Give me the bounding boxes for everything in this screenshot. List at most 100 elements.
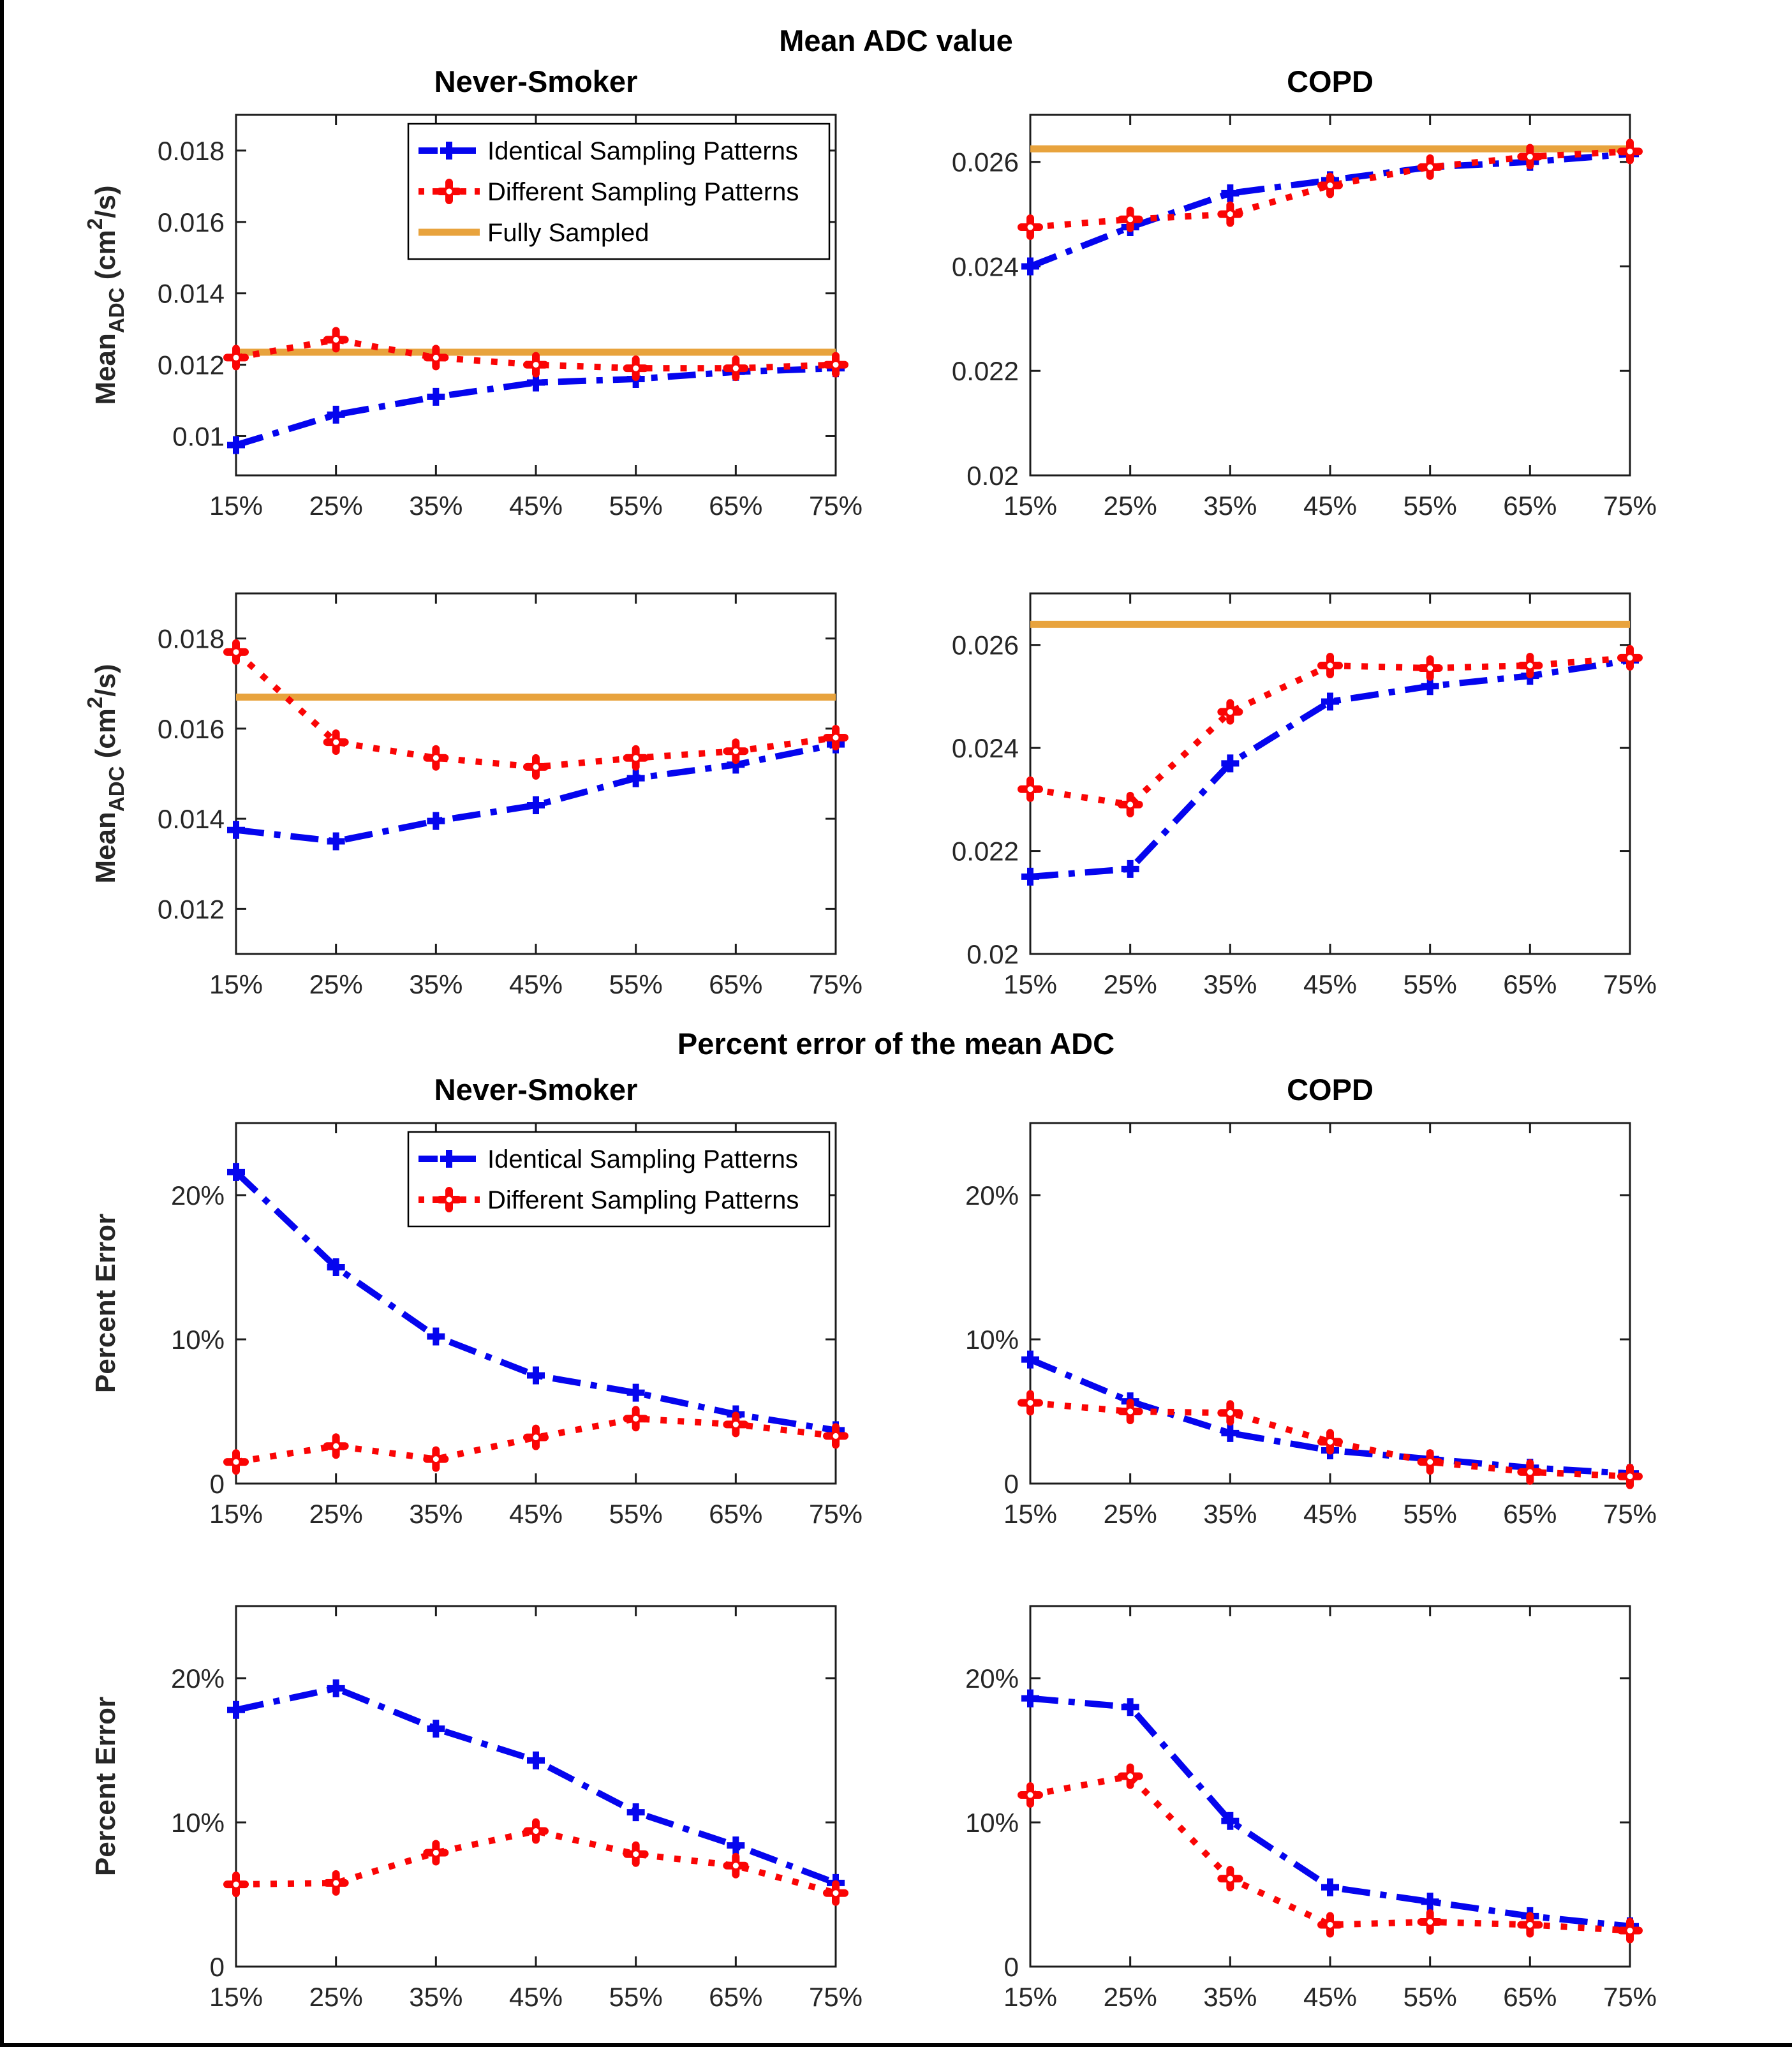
svg-text:25%: 25% [1104,1499,1157,1529]
svg-text:20%: 20% [965,1180,1019,1210]
svg-text:15%: 15% [1003,1499,1057,1529]
svg-text:55%: 55% [609,969,663,999]
svg-text:45%: 45% [1303,1982,1357,2012]
svg-text:Percent Error: Percent Error [90,1214,121,1393]
svg-text:0.026: 0.026 [952,147,1019,177]
svg-text:0: 0 [1004,1952,1019,1982]
svg-text:Fully Sampled: Fully Sampled [487,219,649,247]
svg-text:COPD: COPD [1287,1073,1374,1106]
svg-text:0.024: 0.024 [952,251,1019,281]
svg-text:65%: 65% [1503,491,1557,521]
svg-text:65%: 65% [709,1499,762,1529]
svg-text:0.012: 0.012 [158,894,225,924]
svg-text:25%: 25% [309,969,363,999]
svg-text:75%: 75% [809,969,863,999]
svg-text:45%: 45% [509,969,563,999]
svg-text:0.016: 0.016 [158,714,225,744]
svg-text:15%: 15% [1003,1982,1057,2012]
chart-mean-adc-copd-b: 15% 25% 35% 45% 55% 65% 75% 0.02 0.022 0.024 0.026 [952,592,1657,999]
svg-text:45%: 45% [509,491,563,521]
svg-text:Identical Sampling Patterns: Identical Sampling Patterns [487,1145,798,1173]
svg-text:35%: 35% [409,491,463,521]
svg-text:25%: 25% [309,1982,363,2012]
svg-text:10%: 10% [965,1325,1019,1355]
svg-text:20%: 20% [171,1180,225,1210]
svg-text:20%: 20% [965,1664,1019,1693]
svg-text:Never-Smoker: Never-Smoker [434,1073,638,1106]
chart-mean-adc-never-smoker-a: 15% 25% 35% 45% 55% 65% 75% 0.01 0.012 0.014 0.016… [83,64,863,521]
svg-text:0.022: 0.022 [952,356,1019,386]
svg-text:65%: 65% [709,1982,762,2012]
svg-text:25%: 25% [1104,1982,1157,2012]
svg-text:45%: 45% [1303,491,1357,521]
svg-text:55%: 55% [1403,1499,1457,1529]
svg-text:55%: 55% [1403,491,1457,521]
svg-text:Percent Error: Percent Error [90,1697,121,1876]
svg-text:55%: 55% [1403,1982,1457,2012]
svg-text:25%: 25% [309,491,363,521]
svg-text:Different Sampling Patterns: Different Sampling Patterns [487,1186,799,1214]
svg-text:0.014: 0.014 [158,279,225,309]
svg-text:35%: 35% [409,969,463,999]
svg-text:45%: 45% [1303,1499,1357,1529]
svg-text:Identical Sampling Patterns: Identical Sampling Patterns [487,137,798,165]
svg-text:0: 0 [1004,1469,1019,1499]
svg-text:0.012: 0.012 [158,350,225,380]
chart-mean-adc-never-smoker-b: 15% 25% 35% 45% 55% 65% 75% 0.012 0.014 0.016 0.01… [83,592,863,999]
svg-text:10%: 10% [965,1808,1019,1838]
svg-text:35%: 35% [409,1982,463,2012]
svg-text:15%: 15% [1003,491,1057,521]
svg-text:0.02: 0.02 [966,461,1019,491]
section-title-mean-adc: Mean ADC value [779,24,1013,57]
svg-text:MeanADC (cm2/s): MeanADC (cm2/s) [83,185,128,405]
svg-text:20%: 20% [171,1664,225,1693]
svg-text:0.022: 0.022 [952,837,1019,867]
svg-text:55%: 55% [609,491,663,521]
svg-text:75%: 75% [809,1499,863,1529]
chart-mean-adc-copd-a: 15% 25% 35% 45% 55% 65% 75% 0.02 0.022 0.024 0.026… [952,64,1657,521]
svg-text:75%: 75% [1603,1982,1657,2012]
svg-text:0: 0 [210,1952,225,1982]
svg-text:15%: 15% [209,969,263,999]
svg-text:65%: 65% [709,491,762,521]
svg-text:45%: 45% [509,1982,563,2012]
svg-text:65%: 65% [1503,1499,1557,1529]
svg-text:MeanADC (cm2/s): MeanADC (cm2/s) [83,664,128,883]
section-title-percent-error: Percent error of the mean ADC [677,1027,1115,1061]
svg-text:0.02: 0.02 [966,939,1019,969]
svg-text:0.018: 0.018 [158,624,225,654]
svg-text:75%: 75% [809,491,863,521]
svg-text:0: 0 [210,1469,225,1499]
svg-text:15%: 15% [209,1982,263,2012]
svg-text:65%: 65% [1503,1982,1557,2012]
svg-text:75%: 75% [1603,491,1657,521]
svg-text:15%: 15% [209,491,263,521]
svg-text:15%: 15% [209,1499,263,1529]
svg-text:75%: 75% [1603,1499,1657,1529]
svg-text:55%: 55% [1403,969,1457,999]
chart-pct-error-copd-a: 15% 25% 35% 45% 55% 65% 75% 0 10% 20% COPD [965,1073,1657,1529]
svg-text:35%: 35% [1203,969,1257,999]
svg-text:0.024: 0.024 [952,733,1019,763]
svg-text:10%: 10% [171,1808,225,1838]
svg-text:45%: 45% [1303,969,1357,999]
svg-text:15%: 15% [1003,969,1057,999]
svg-text:0.01: 0.01 [172,421,225,451]
svg-text:65%: 65% [709,969,762,999]
svg-text:25%: 25% [1104,491,1157,521]
svg-text:0.026: 0.026 [952,630,1019,660]
svg-text:10%: 10% [171,1325,225,1355]
svg-text:45%: 45% [509,1499,563,1529]
svg-text:75%: 75% [1603,969,1657,999]
chart-pct-error-never-smoker-b: 15% 25% 35% 45% 55% 65% 75% 0 10% 20% Percent Erro… [90,1605,863,2012]
svg-text:0.018: 0.018 [158,136,225,166]
svg-text:65%: 65% [1503,969,1557,999]
svg-text:55%: 55% [609,1982,663,2012]
svg-text:Different Sampling Patterns: Different Sampling Patterns [487,178,799,206]
svg-text:35%: 35% [1203,491,1257,521]
svg-text:55%: 55% [609,1499,663,1529]
svg-text:25%: 25% [309,1499,363,1529]
svg-text:25%: 25% [1104,969,1157,999]
svg-text:35%: 35% [1203,1982,1257,2012]
